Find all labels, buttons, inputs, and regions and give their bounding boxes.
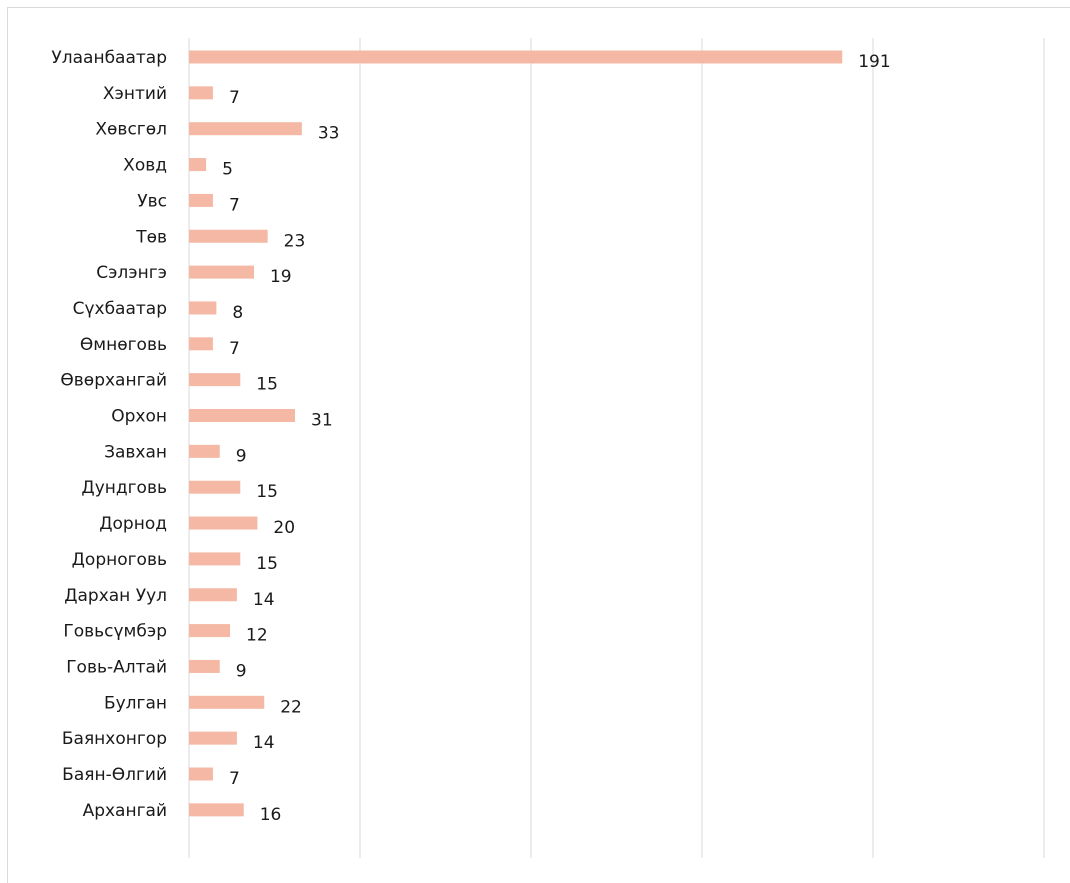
value-label-10: 31 [311, 411, 333, 431]
value-label-4: 7 [229, 195, 240, 215]
bar-15 [189, 588, 237, 602]
value-label-19: 14 [253, 733, 275, 753]
value-label-3: 5 [222, 160, 233, 180]
value-label-8: 7 [229, 339, 240, 359]
category-label-10: Орхон [111, 407, 167, 427]
category-label-14: Дорноговь [72, 550, 167, 570]
bar-16 [189, 624, 231, 638]
bar-7 [189, 301, 217, 315]
bar-5 [189, 229, 268, 243]
bar-20 [189, 767, 213, 781]
value-label-5: 23 [284, 231, 306, 251]
value-label-12: 15 [256, 482, 278, 502]
value-label-2: 33 [318, 124, 340, 144]
bar-11 [189, 444, 220, 458]
value-label-20: 7 [229, 769, 240, 789]
value-label-16: 12 [246, 626, 268, 646]
category-label-12: Дундговь [81, 478, 167, 498]
value-label-7: 8 [232, 303, 243, 323]
value-label-13: 20 [273, 518, 295, 538]
category-label-6: Сэлэнгэ [96, 263, 167, 283]
category-label-2: Хөвсгөл [95, 120, 167, 140]
category-label-5: Төв [135, 227, 167, 247]
bar-0 [189, 50, 843, 64]
bar-3 [189, 158, 207, 172]
category-label-15: Дархан Уул [64, 586, 167, 606]
category-label-13: Дорнод [99, 514, 167, 534]
value-label-9: 15 [256, 375, 278, 395]
bars [189, 50, 843, 817]
category-label-21: Архангай [83, 801, 167, 821]
category-label-1: Хэнтий [103, 84, 167, 104]
bar-17 [189, 659, 220, 673]
category-labels: Улаанбаатар Хэнтий Хөвсгөл Ховд Увс Төв Сэлэнг… [51, 48, 167, 821]
category-label-19: Баянхонгор [62, 729, 167, 749]
bar-13 [189, 516, 258, 530]
bar-12 [189, 480, 241, 494]
category-label-7: Сүхбаатар [73, 299, 167, 319]
value-label-17: 9 [236, 661, 247, 681]
category-label-8: Өмнөговь [80, 335, 167, 355]
value-label-14: 15 [256, 554, 278, 574]
value-label-21: 16 [260, 805, 282, 825]
category-label-9: Өвөрхангай [60, 371, 167, 391]
category-label-0: Улаанбаатар [51, 48, 167, 68]
value-label-1: 7 [229, 88, 240, 108]
bar-6 [189, 265, 254, 279]
category-label-3: Ховд [123, 156, 167, 176]
bar-21 [189, 803, 244, 817]
category-label-20: Баян-Өлгий [62, 765, 167, 785]
bar-14 [189, 552, 241, 566]
bar-8 [189, 337, 213, 351]
bar-4 [189, 193, 213, 207]
bar-9 [189, 373, 241, 387]
chart-frame [7, 7, 1070, 883]
category-label-11: Завхан [104, 442, 167, 462]
value-label-11: 9 [236, 446, 247, 466]
category-label-16: Говьсүмбэр [63, 622, 167, 642]
bar-18 [189, 695, 265, 709]
bar-1 [189, 86, 213, 100]
value-label-0: 191 [858, 52, 890, 72]
category-label-18: Булган [104, 693, 167, 713]
gridlines [188, 38, 1045, 858]
category-label-4: Увс [137, 191, 167, 211]
value-label-6: 19 [270, 267, 292, 287]
category-label-17: Говь-Алтай [66, 657, 167, 677]
value-label-15: 14 [253, 590, 275, 610]
bar-19 [189, 731, 237, 745]
value-label-18: 22 [280, 697, 302, 717]
bar-2 [189, 122, 302, 136]
bar-10 [189, 409, 296, 422]
